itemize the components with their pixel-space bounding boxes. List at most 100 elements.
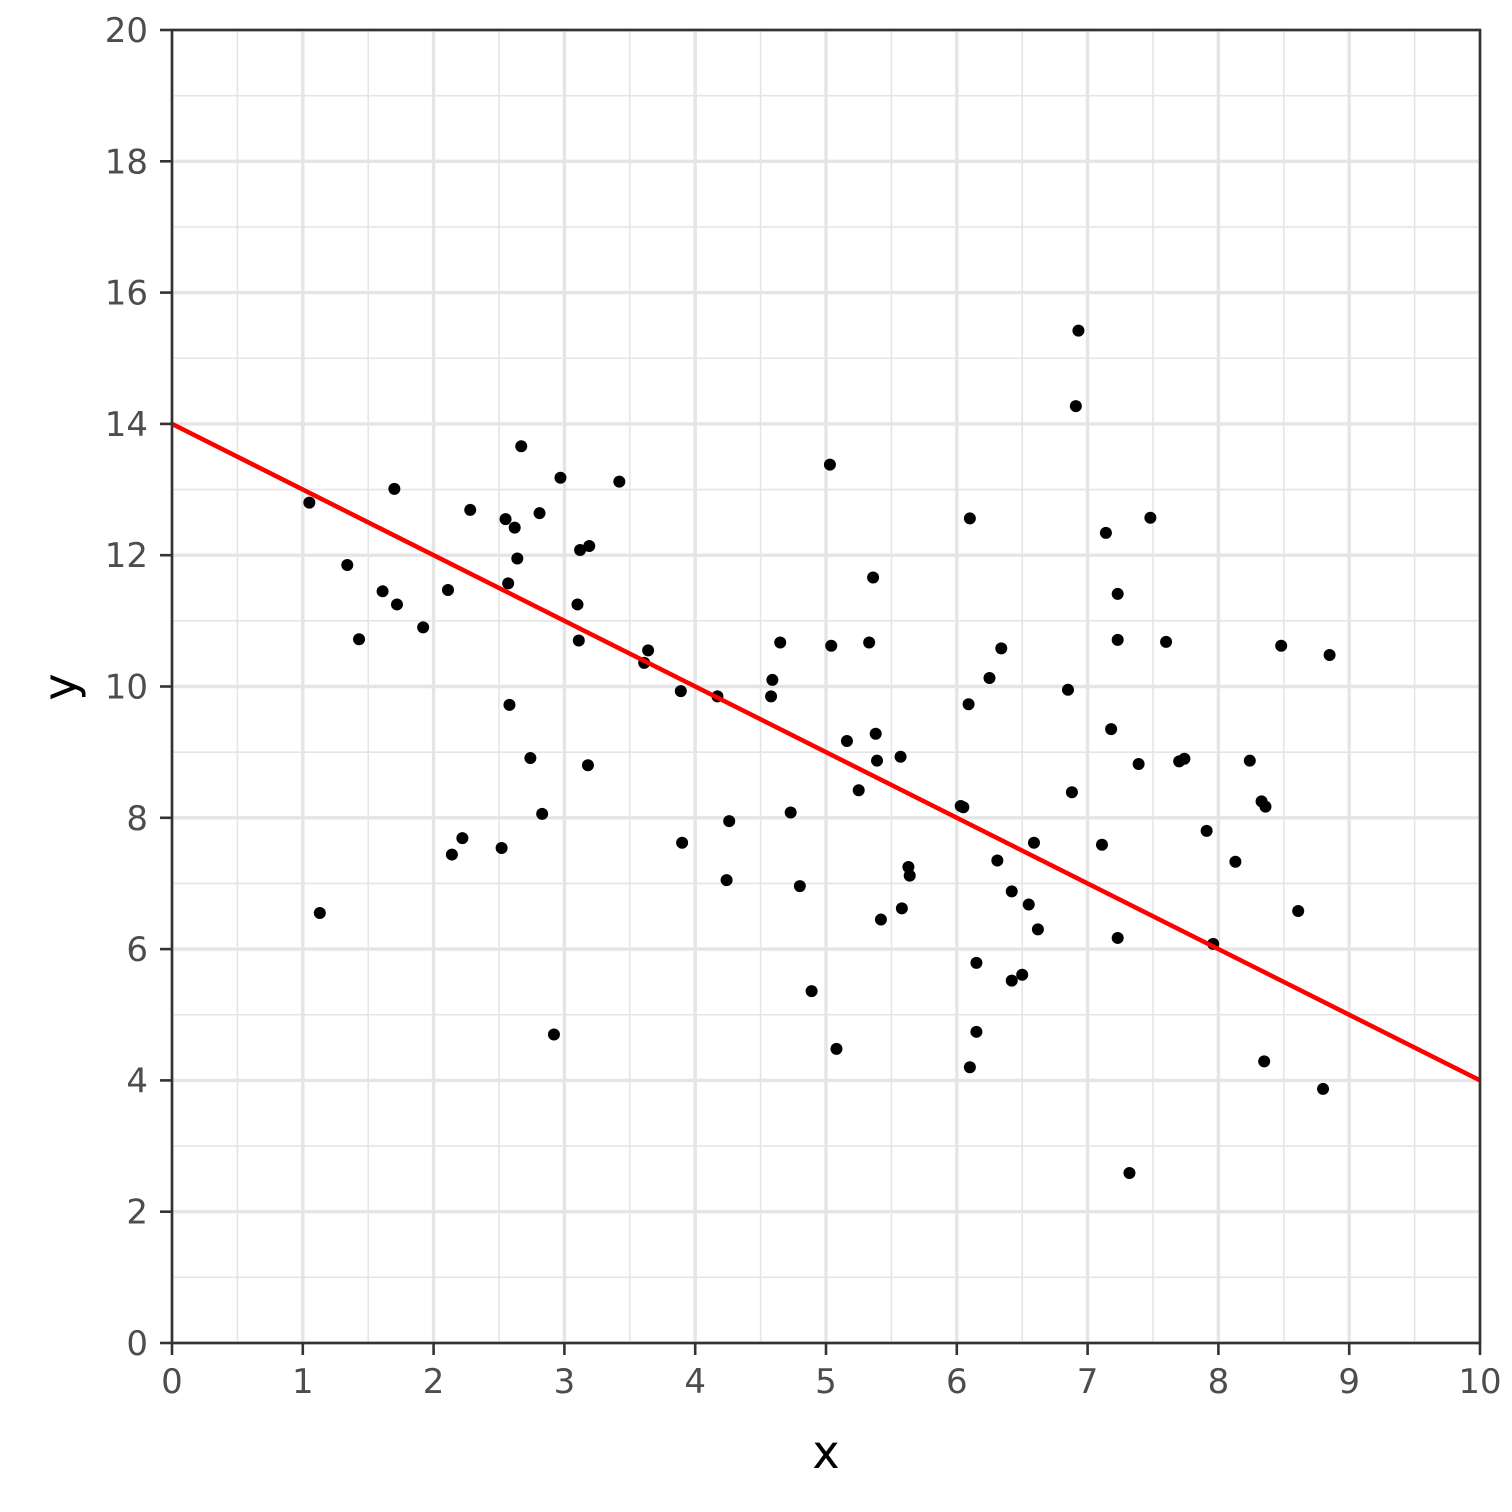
data-point	[581, 759, 594, 772]
data-point	[963, 512, 976, 525]
y-tick-label: 8	[126, 799, 148, 839]
data-points	[303, 324, 1336, 1179]
data-point	[390, 598, 403, 611]
data-point	[554, 471, 567, 484]
data-point	[1323, 648, 1336, 661]
x-tick-label: 3	[554, 1362, 576, 1402]
data-point	[1243, 754, 1256, 767]
data-point	[613, 475, 626, 488]
y-tick-label: 4	[126, 1061, 148, 1101]
data-point	[503, 698, 516, 711]
y-tick-label: 14	[105, 405, 148, 445]
data-point	[963, 1061, 976, 1074]
data-point	[867, 571, 880, 584]
data-point	[774, 636, 787, 649]
data-point	[1292, 905, 1305, 918]
data-point	[1061, 683, 1074, 696]
data-point	[1031, 923, 1044, 936]
data-point	[805, 985, 818, 998]
y-axis-ticks: 0 2 4 6 8 10 12 14 16 18 20	[105, 11, 172, 1364]
data-point	[869, 727, 882, 740]
y-tick-label: 10	[105, 668, 148, 708]
data-point	[863, 636, 876, 649]
data-point	[303, 496, 316, 509]
trend-line-layer	[170, 421, 1482, 1083]
y-axis-title: y	[33, 673, 87, 700]
data-point	[445, 848, 458, 861]
y-tick-label: 12	[105, 536, 148, 576]
data-point	[793, 880, 806, 893]
data-point	[536, 807, 549, 820]
x-tick-label: 1	[292, 1362, 314, 1402]
data-point	[1111, 587, 1124, 600]
data-point	[1016, 968, 1029, 981]
data-point	[991, 854, 1004, 867]
data-point	[1132, 757, 1145, 770]
data-point	[895, 902, 908, 915]
data-point	[524, 752, 537, 765]
data-point	[1275, 639, 1288, 652]
data-point	[1069, 400, 1082, 413]
data-point	[766, 673, 779, 686]
data-point	[1317, 1082, 1330, 1095]
data-point	[1099, 526, 1112, 539]
x-tick-label: 0	[161, 1362, 183, 1402]
data-point	[1022, 898, 1035, 911]
data-point	[464, 503, 477, 516]
data-point	[572, 634, 585, 647]
data-point	[995, 642, 1008, 655]
data-point	[417, 621, 430, 634]
y-tick-label: 2	[126, 1193, 148, 1233]
data-point	[341, 559, 354, 572]
data-point	[1005, 885, 1018, 898]
data-point	[1123, 1166, 1136, 1179]
x-tick-label: 2	[423, 1362, 445, 1402]
data-point	[970, 1025, 983, 1038]
data-point	[962, 698, 975, 711]
data-point	[1160, 635, 1173, 648]
data-point	[784, 806, 797, 819]
data-point	[1072, 324, 1085, 337]
data-point	[957, 801, 970, 814]
data-point	[511, 552, 524, 565]
data-point	[499, 513, 512, 526]
data-point	[574, 543, 587, 556]
data-point	[1027, 836, 1040, 849]
y-tick-label: 16	[105, 274, 148, 314]
data-point	[1258, 1055, 1271, 1068]
data-point	[720, 874, 733, 887]
data-point	[642, 644, 655, 657]
x-tick-label: 4	[684, 1362, 706, 1402]
data-point	[983, 671, 996, 684]
data-point	[903, 869, 916, 882]
data-point	[441, 583, 454, 596]
data-point	[676, 836, 689, 849]
x-tick-label: 8	[1208, 1362, 1230, 1402]
data-point	[376, 585, 389, 598]
x-tick-label: 5	[815, 1362, 837, 1402]
data-point	[674, 685, 687, 698]
y-tick-label: 0	[126, 1324, 148, 1364]
x-axis-title: x	[812, 1425, 839, 1479]
data-point	[1105, 723, 1118, 736]
data-point	[874, 913, 887, 926]
data-point	[583, 540, 596, 553]
data-point	[1144, 511, 1157, 524]
data-point	[502, 577, 515, 590]
data-point	[1065, 786, 1078, 799]
data-point	[313, 906, 326, 919]
data-point	[571, 598, 584, 611]
data-point	[970, 956, 983, 969]
data-point	[353, 633, 366, 646]
x-tick-label: 9	[1338, 1362, 1360, 1402]
x-tick-label: 10	[1458, 1362, 1501, 1402]
data-point	[823, 458, 836, 471]
data-point	[894, 750, 907, 763]
data-point	[533, 507, 546, 520]
x-tick-label: 6	[946, 1362, 968, 1402]
trend-line	[170, 421, 1482, 1083]
data-point	[1178, 752, 1191, 765]
data-point	[871, 754, 884, 767]
